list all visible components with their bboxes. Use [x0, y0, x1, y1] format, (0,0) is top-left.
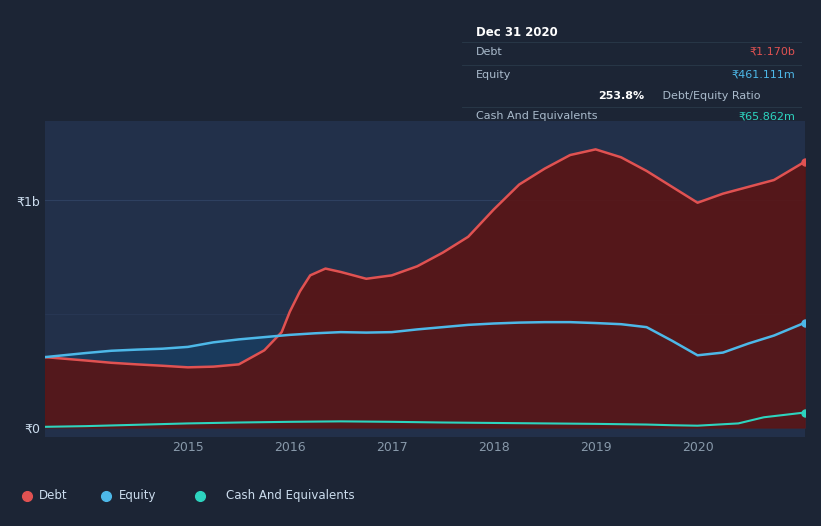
Text: ₹65.862m: ₹65.862m — [738, 112, 796, 122]
Text: Equity: Equity — [119, 489, 157, 502]
Text: Debt: Debt — [475, 47, 502, 57]
Text: Dec 31 2020: Dec 31 2020 — [475, 26, 557, 39]
Text: Equity: Equity — [475, 70, 511, 80]
Text: Cash And Equivalents: Cash And Equivalents — [475, 112, 597, 122]
Text: Debt/Equity Ratio: Debt/Equity Ratio — [659, 90, 761, 100]
Text: 253.8%: 253.8% — [598, 90, 644, 100]
Text: ₹461.111m: ₹461.111m — [732, 70, 796, 80]
Text: Debt: Debt — [39, 489, 67, 502]
Text: ₹1.170b: ₹1.170b — [750, 47, 796, 57]
Text: Cash And Equivalents: Cash And Equivalents — [227, 489, 355, 502]
